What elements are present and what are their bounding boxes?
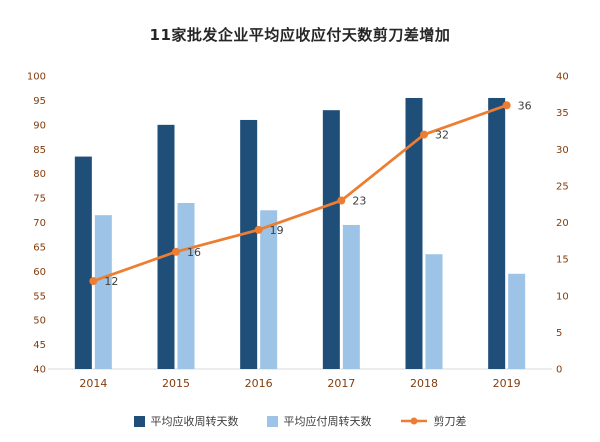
bar-payable-2016 bbox=[260, 210, 278, 369]
right-axis-tick: 10 bbox=[556, 291, 569, 302]
gap-data-label-2014: 12 bbox=[104, 275, 118, 288]
gap-point-2019 bbox=[502, 101, 511, 110]
x-axis-label: 2016 bbox=[245, 377, 273, 390]
right-axis-tick: 25 bbox=[556, 181, 569, 192]
right-axis-tick: 15 bbox=[556, 255, 569, 266]
bar-receivable-2019 bbox=[488, 97, 506, 369]
gap-data-label-2018: 32 bbox=[435, 129, 449, 142]
chart-title: 11家批发企业平均应收应付天数剪刀差增加 bbox=[149, 26, 451, 44]
x-axis-label: 2018 bbox=[410, 377, 438, 390]
left-axis-tick: 70 bbox=[33, 218, 46, 229]
x-axis-label: 2017 bbox=[327, 377, 355, 390]
legend-swatch-payable-bar bbox=[266, 415, 278, 427]
bar-payable-2019 bbox=[508, 273, 526, 369]
gap-point-2017 bbox=[337, 196, 346, 205]
left-axis-tick: 75 bbox=[33, 194, 46, 205]
right-axis-tick: 35 bbox=[556, 108, 569, 119]
x-axis-label: 2014 bbox=[79, 377, 107, 390]
bar-receivable-2018 bbox=[405, 97, 423, 369]
left-axis-tick: 65 bbox=[33, 242, 46, 253]
gap-point-2018 bbox=[420, 130, 428, 139]
legend-swatch-gap-line-icon bbox=[400, 417, 427, 425]
bar-receivable-2017 bbox=[322, 110, 340, 369]
legend-label-receivable: 平均应收周转天数 bbox=[150, 415, 239, 428]
gap-point-2016 bbox=[254, 225, 263, 234]
right-axis-tick: 30 bbox=[556, 145, 569, 156]
left-axis-tick: 95 bbox=[33, 96, 46, 107]
left-axis-tick: 100 bbox=[27, 72, 46, 83]
left-axis-tick: 40 bbox=[33, 365, 46, 376]
left-axis-tick: 80 bbox=[33, 169, 46, 180]
gap-point-2015 bbox=[172, 247, 180, 256]
bar-payable-2014 bbox=[94, 215, 112, 369]
legend-label-payable: 平均应付周转天数 bbox=[283, 415, 372, 428]
right-axis-tick: 0 bbox=[556, 365, 562, 376]
bar-payable-2015 bbox=[177, 202, 195, 369]
legend-item-avg-payable-days: 平均应付周转天数 bbox=[266, 413, 372, 429]
gap-data-label-2016: 19 bbox=[270, 224, 284, 237]
bar-receivable-2015 bbox=[157, 124, 175, 369]
bar-payable-2018 bbox=[425, 254, 443, 369]
right-axis-tick: 40 bbox=[556, 72, 569, 83]
gap-point-2014 bbox=[89, 277, 98, 286]
legend-swatch-receivable-bar bbox=[133, 415, 145, 427]
right-axis-tick: 20 bbox=[556, 218, 569, 229]
x-axis-label: 2015 bbox=[162, 377, 190, 390]
legend-label-gap: 剪刀差 bbox=[433, 415, 467, 428]
left-axis-tick: 85 bbox=[33, 145, 46, 156]
left-axis-tick: 45 bbox=[33, 340, 46, 351]
left-axis-tick: 55 bbox=[33, 291, 46, 302]
gap-data-label-2015: 16 bbox=[187, 246, 201, 259]
bar-payable-2017 bbox=[342, 224, 360, 369]
legend-item-avg-receivable-days: 平均应收周转天数 bbox=[133, 413, 239, 429]
gap-data-label-2019: 36 bbox=[518, 99, 532, 112]
gap-line bbox=[91, 103, 509, 283]
gap-data-label-2017: 23 bbox=[352, 195, 366, 208]
left-axis-tick: 50 bbox=[33, 316, 46, 327]
bar-receivable-2014 bbox=[74, 156, 92, 369]
bar-receivable-2016 bbox=[240, 119, 258, 369]
chart-legend: 平均应收周转天数 平均应付周转天数 剪刀差 bbox=[0, 413, 600, 429]
right-axis-tick: 5 bbox=[556, 328, 562, 339]
left-axis-tick: 60 bbox=[33, 267, 46, 278]
left-axis-tick: 90 bbox=[33, 120, 46, 131]
legend-item-scissors-gap: 剪刀差 bbox=[400, 413, 467, 429]
x-axis-label: 2019 bbox=[493, 377, 521, 390]
